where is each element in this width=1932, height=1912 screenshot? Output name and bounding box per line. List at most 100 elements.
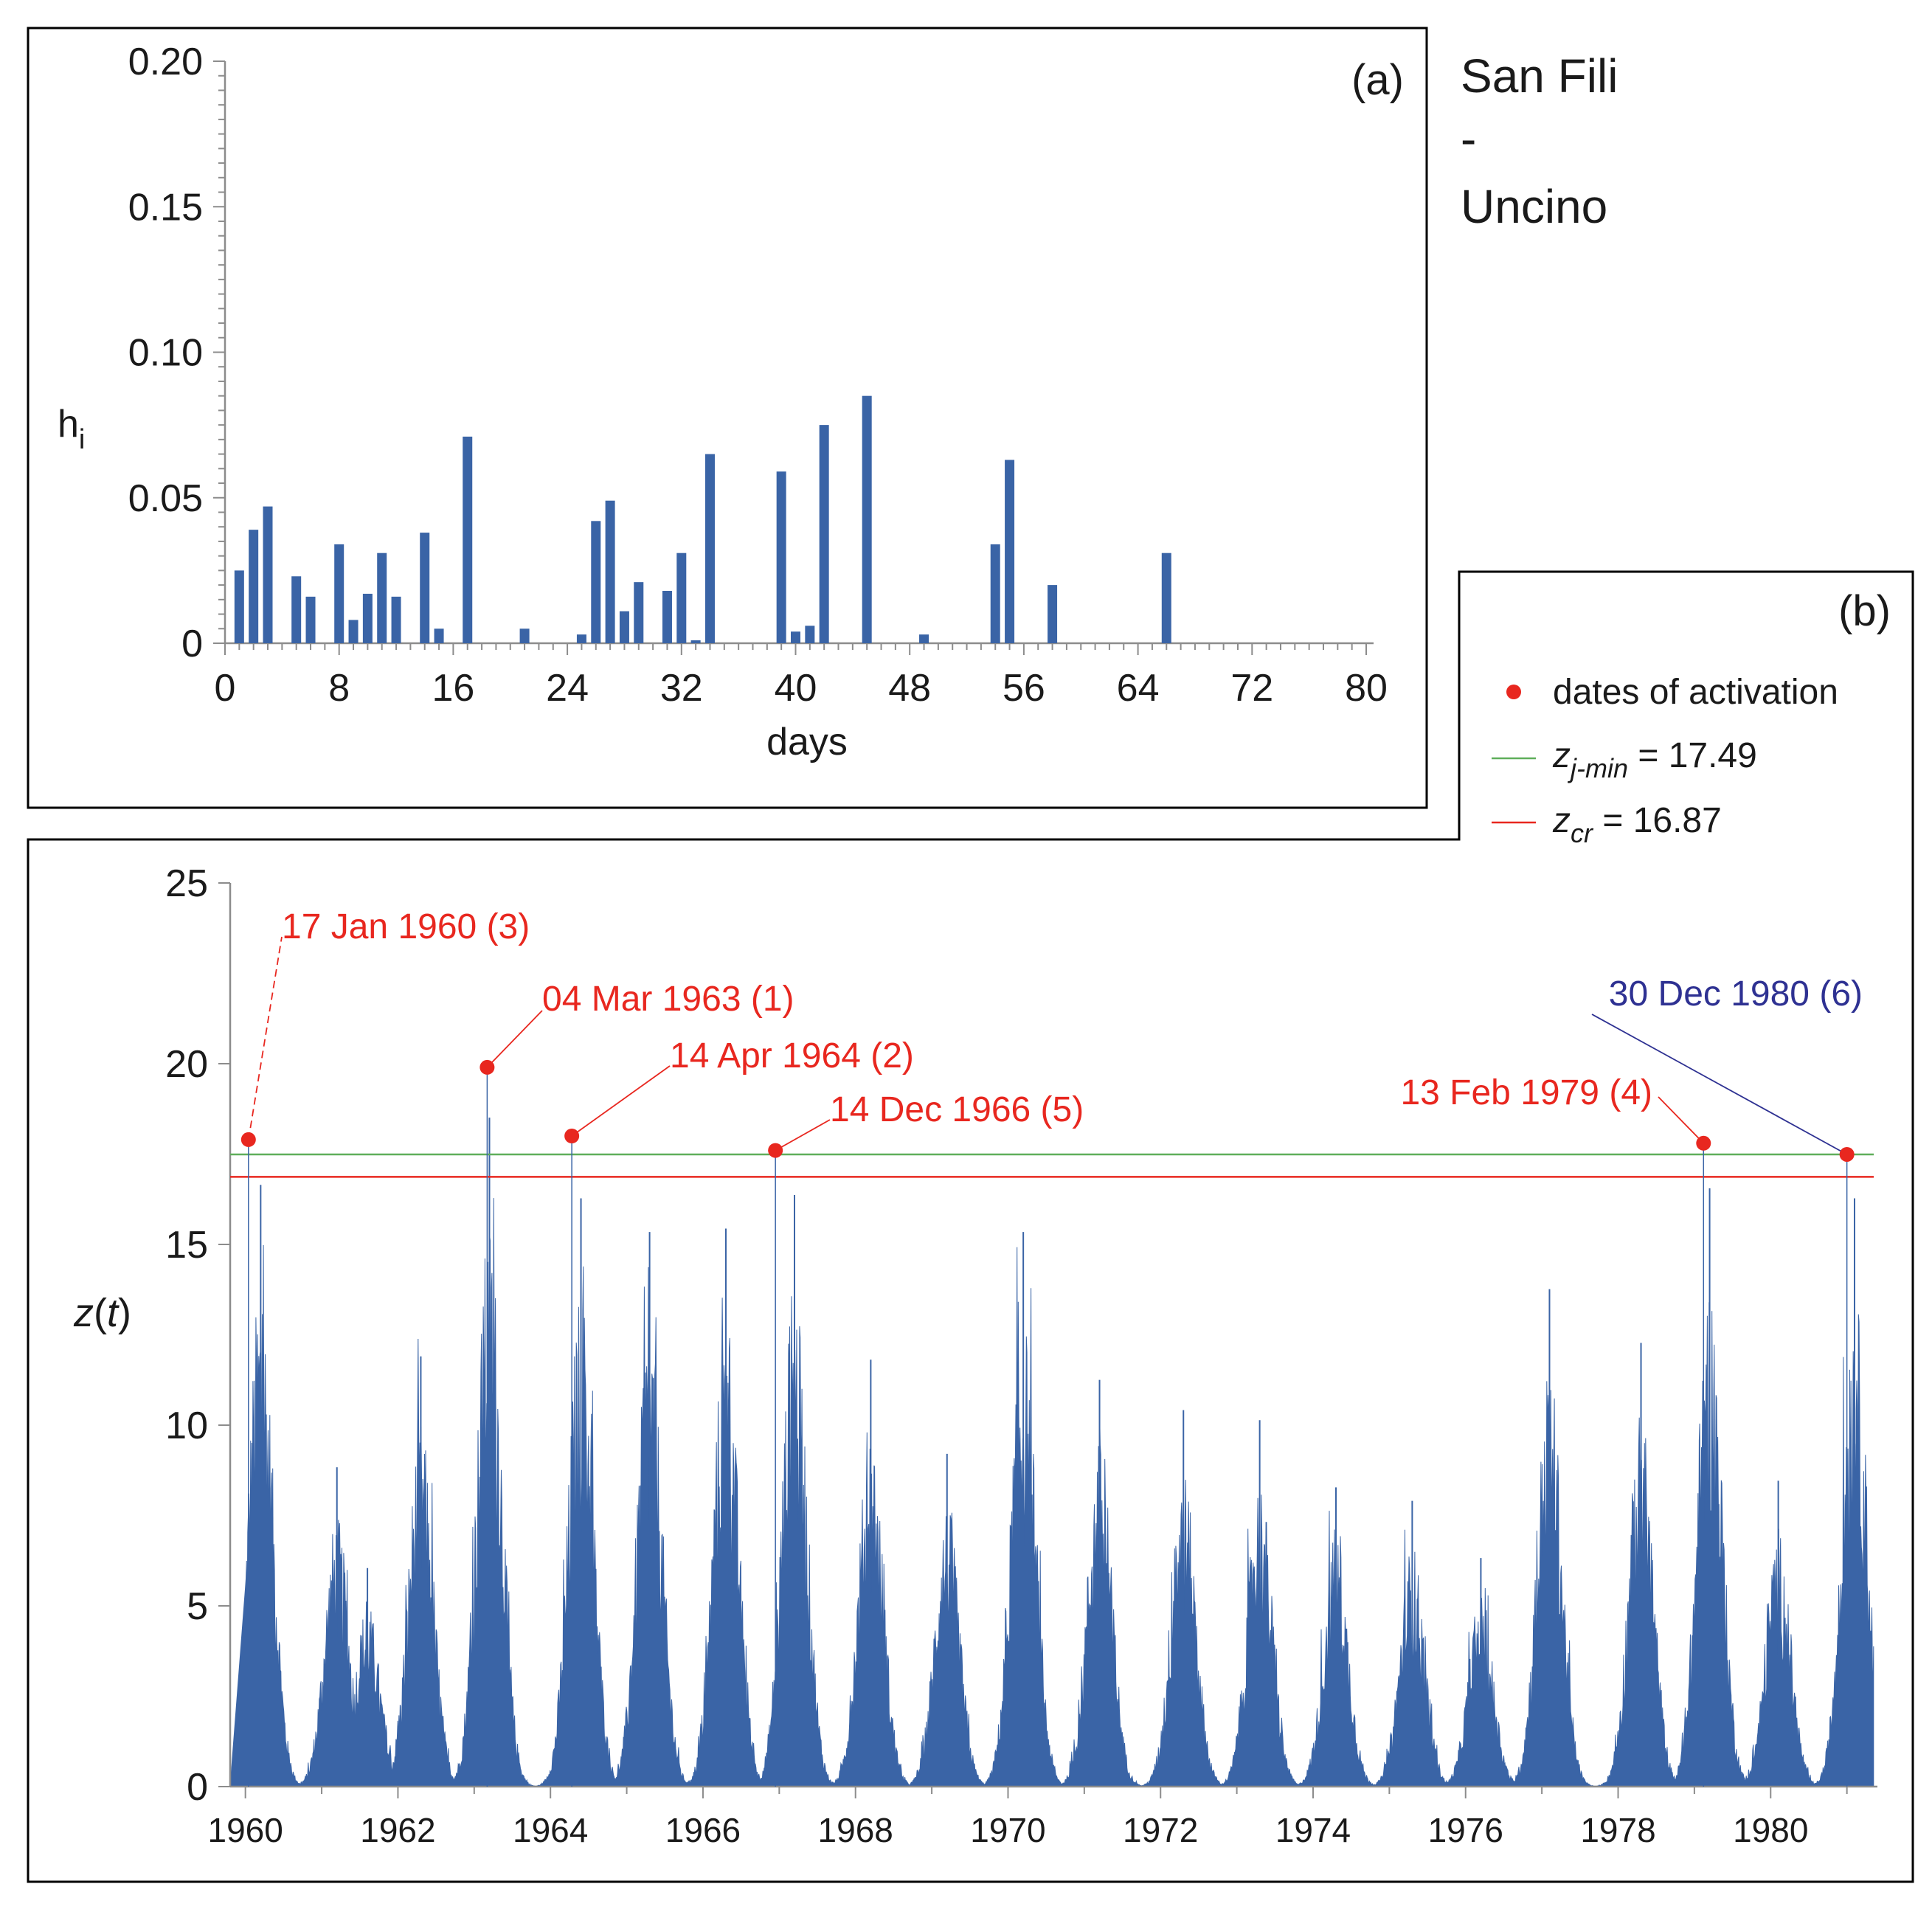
panel-a-bar [791, 631, 800, 643]
panel-b-series-area [229, 1198, 1874, 1787]
panel-a-bar [690, 640, 701, 643]
panel-a-bar [263, 506, 273, 643]
panel-a-x-tick-label: 32 [660, 667, 703, 710]
panel-a-x-tick-label: 80 [1345, 667, 1388, 710]
panel-a-bar [377, 553, 387, 643]
panel-b-event-leader [571, 1065, 671, 1137]
panel-a-bar [348, 620, 359, 643]
panel-b-event-marker [768, 1143, 783, 1158]
panel-b-series [229, 1118, 1874, 1787]
panel-b-y-tick-label: 10 [165, 1404, 208, 1447]
legend-zjmin-value: = 17.49 [1628, 736, 1757, 775]
panel-a-x-tick-label: 0 [215, 667, 236, 710]
panel-b-ticks [218, 882, 1848, 1798]
panel-b-x-tick-label: 1978 [1580, 1811, 1655, 1849]
legend-zjmin-sub: j-min [1567, 753, 1628, 783]
panel-b-x-tick-label: 1968 [818, 1811, 893, 1849]
panel-a-bar [805, 626, 815, 643]
panel-b-event-label: 14 Dec 1966 (5) [830, 1090, 1084, 1129]
panel-a-bar [391, 596, 401, 643]
panel-a-x-tick-label: 24 [546, 667, 589, 710]
panel-b-y-tick-label: 15 [165, 1224, 208, 1267]
site-line-3: Uncino [1461, 180, 1607, 233]
panel-a-tag: (a) [1351, 56, 1404, 104]
panel-a-bar [1048, 585, 1058, 643]
panel-a-bar [704, 454, 715, 643]
panel-a-bar [420, 533, 430, 643]
panel-a-bar [576, 634, 586, 643]
panel-b-event-marker [240, 1132, 256, 1147]
panel-a-x-tick-label: 40 [775, 667, 817, 710]
site-line-2: - [1461, 112, 1476, 165]
panel-a-bar [919, 634, 929, 643]
panel-b-y-label-close: ) [118, 1291, 131, 1335]
panel-b-y-label-z: z [73, 1291, 94, 1335]
legend-zcr-value: = 16.87 [1593, 801, 1722, 840]
site-line-1: San Fili [1461, 49, 1618, 103]
panel-a-x-tick-label: 8 [328, 667, 350, 710]
panel-a-bar [676, 553, 687, 643]
panel-a-y-label-sub: i [79, 424, 85, 455]
panel-b-event-label: 17 Jan 1960 (3) [282, 907, 530, 946]
panel-a-bar [619, 611, 629, 643]
legend-zcr-main: z [1552, 801, 1571, 840]
panel-b-x-tick-label: 1966 [665, 1811, 741, 1849]
panel-a-x-tick-label: 56 [1003, 667, 1045, 710]
legend-zjmin-label: zj-min = 17.49 [1552, 736, 1757, 783]
panel-a-x-tick-label: 48 [888, 667, 931, 710]
panel-a-bar [662, 590, 672, 643]
panel-b-tick-labels: 1960 1962 1964 1966 1968 1970 1972 1974 1976 1978… [165, 862, 1808, 1849]
legend-zjmin-main: z [1552, 736, 1571, 775]
panel-a-y-tick-label: 0.05 [128, 477, 203, 520]
panel-b-x-tick-label: 1970 [970, 1811, 1045, 1849]
panel-b-event-leader [1658, 1096, 1704, 1144]
panel-b-event-label: 04 Mar 1963 (1) [542, 980, 794, 1019]
panel-b-event-marker [564, 1129, 580, 1143]
panel-b-event-leader [247, 936, 283, 1140]
panel-a-y-label-main: h [58, 403, 79, 446]
panel-a-bar [990, 544, 1000, 643]
legend-zcr-label: zcr = 16.87 [1552, 801, 1722, 848]
panel-b-y-tick-label: 5 [187, 1585, 208, 1628]
panel-b-y-label-t: t [107, 1291, 120, 1335]
panel-a-bar [862, 395, 872, 643]
panel-a-tick-labels: 0 8 16 24 32 40 48 56 64 72 80 0 0.05 0.10 0.15 0.20 [128, 41, 1388, 710]
panel-a-bar [463, 436, 473, 643]
panel-a-frame [27, 27, 1428, 809]
panel-b-event-label: 30 Dec 1980 (6) [1609, 974, 1863, 1014]
panel-a-bar [1161, 553, 1171, 643]
panel-b-frame [27, 570, 1914, 1883]
panel-a-y-tick-label: 0 [181, 623, 203, 665]
legend-dot-marker [1506, 685, 1521, 699]
panel-b-y-tick-label: 0 [187, 1766, 208, 1809]
panel-b-events: 17 Jan 1960 (3) 04 Mar 1963 (1) 14 Apr 196… [240, 907, 1863, 1787]
panel-a-bar [249, 530, 259, 643]
panel-a-y-tick-label: 0.15 [128, 186, 203, 229]
panel-a-bars [234, 395, 1171, 643]
panel-a-y-tick-label: 0.10 [128, 332, 203, 375]
legend-zcr-sub: cr [1571, 818, 1594, 848]
panel-a: 0 8 16 24 32 40 48 56 64 72 80 0 0.05 0.10 0.15 0.20 (a… [58, 41, 1404, 763]
panel-a-bar [334, 544, 344, 643]
panel-b-event-label: 14 Apr 1964 (2) [670, 1036, 914, 1076]
panel-b-event-marker [1839, 1146, 1855, 1162]
panel-b-y-label-open: ( [94, 1291, 107, 1335]
panel-a-bar [519, 628, 530, 643]
panel-b-event-marker [479, 1059, 495, 1075]
panel-a-bar [305, 596, 316, 643]
panel-b-thresholds [230, 1153, 1874, 1178]
panel-b-x-tick-label: 1972 [1123, 1811, 1198, 1849]
panel-b-x-tick-label: 1964 [513, 1811, 588, 1849]
panel-a-bar [819, 425, 829, 643]
panel-b-event-leader [775, 1119, 831, 1151]
panel-a-bar [362, 593, 373, 643]
panel-a-x-tick-label: 16 [432, 667, 474, 710]
panel-b-x-tick-label: 1980 [1733, 1811, 1808, 1849]
panel-a-bar [776, 471, 786, 643]
legend-dates-label: dates of activation [1553, 673, 1838, 712]
panel-a-bar [234, 570, 244, 643]
panel-a-x-tick-label: 72 [1230, 667, 1273, 710]
panel-b: 17 Jan 1960 (3) 04 Mar 1963 (1) 14 Apr 196… [73, 862, 1877, 1849]
panel-a-bar [291, 576, 302, 643]
